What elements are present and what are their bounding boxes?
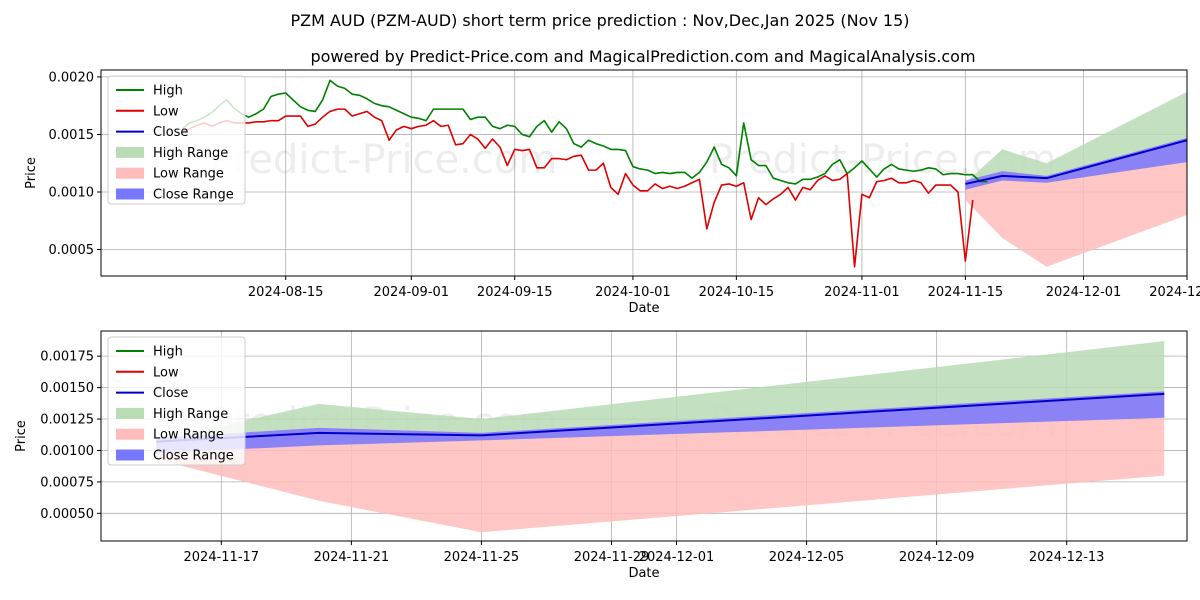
p2-x-tick-label: 2024-11-21 xyxy=(314,550,390,565)
p1-y-axis-label: Price xyxy=(24,157,39,189)
p2-x-tick-label: 2024-12-05 xyxy=(769,550,845,565)
p2-x-tick-label: 2024-11-29 xyxy=(574,550,650,565)
bottom-panel: Predict-Price.comPredict-Price.com2024-1… xyxy=(14,330,1188,581)
p2-legend-label-5: Low Range xyxy=(153,428,224,443)
p2-x-tick-label: 2024-11-17 xyxy=(184,550,260,565)
chart-title: PZM AUD (PZM-AUD) short term price predi… xyxy=(290,11,909,30)
p1-plot-area xyxy=(181,79,1187,268)
p1-legend-label-5: Low Range xyxy=(153,167,224,182)
p2-plot-area xyxy=(156,341,1165,533)
p2-x-tick-label: 2024-12-13 xyxy=(1029,550,1105,565)
p1-legend-label-4: High Range xyxy=(153,146,228,161)
p1-x-tick-label: 2024-11-15 xyxy=(928,285,1004,300)
p1-legend-label-3: Close xyxy=(153,125,188,140)
p2-legend-label-6: Close Range xyxy=(153,449,234,464)
p1-legend-label-2: Low xyxy=(153,104,179,119)
p1-legend-swatch-5 xyxy=(116,167,144,179)
p1-y-tick-label: 0.0005 xyxy=(49,243,95,258)
p1-axes-frame xyxy=(100,69,1188,277)
p2-close-range-area xyxy=(156,391,1165,453)
p1-x-tick-label: 2024-12-01 xyxy=(1046,285,1122,300)
p2-legend-swatch-6 xyxy=(116,449,144,461)
p1-legend-label-1: High xyxy=(153,84,183,99)
p1-x-tick-label: 2024-09-01 xyxy=(374,285,450,300)
p1-x-tick-label: 2024-11-01 xyxy=(824,285,900,300)
p2-y-tick-label: 0.00125 xyxy=(40,413,94,428)
top-panel: Predict-Price.com Predict-Price.com2024-0… xyxy=(24,69,1200,316)
p2-x-tick-label: 2024-11-25 xyxy=(444,550,520,565)
p1-legend-label-6: Close Range xyxy=(153,188,234,203)
p2-y-tick-label: 0.00050 xyxy=(40,507,94,522)
p2-legend-swatch-5 xyxy=(116,428,144,440)
p1-x-tick-label: 2024-09-15 xyxy=(477,285,553,300)
p1-x-tick-label: 2024-08-15 xyxy=(248,285,324,300)
p2-x-axis-label: Date xyxy=(628,566,659,581)
chart-subtitle: powered by Predict-Price.com and Magical… xyxy=(310,47,975,66)
p1-y-tick-label: 0.0020 xyxy=(49,70,95,85)
p1-close-series-line xyxy=(965,139,1187,185)
p1-legend-swatch-4 xyxy=(116,146,144,158)
p2-x-tick-label: 2024-12-01 xyxy=(639,550,715,565)
p2-legend-swatch-4 xyxy=(116,407,144,419)
p2-y-tick-label: 0.00150 xyxy=(40,381,94,396)
p2-low-range-area xyxy=(156,391,1165,533)
p2-legend-label-4: High Range xyxy=(153,407,228,422)
p2-y-axis-label: Price xyxy=(14,420,29,452)
p1-low-series-line xyxy=(181,108,974,268)
p1-x-tick-label: 2024-12-15 xyxy=(1149,285,1200,300)
p2-y-tick-label: 0.00100 xyxy=(40,444,94,459)
p1-y-tick-label: 0.0015 xyxy=(49,128,95,143)
p1-y-tick-label: 0.0010 xyxy=(49,185,95,200)
p2-legend-label-3: Close xyxy=(153,386,188,401)
p1-high-series-line xyxy=(181,79,988,185)
p1-watermark: Predict-Price.com xyxy=(209,137,557,183)
p1-legend-swatch-6 xyxy=(116,188,144,200)
p2-legend-label-2: Low xyxy=(153,365,179,380)
p2-x-tick-label: 2024-12-09 xyxy=(899,550,975,565)
p2-y-tick-label: 0.00175 xyxy=(40,350,94,365)
p1-x-axis-label: Date xyxy=(628,301,659,316)
p2-y-tick-label: 0.00075 xyxy=(40,475,94,490)
p1-x-tick-label: 2024-10-01 xyxy=(595,285,671,300)
p2-legend-label-1: High xyxy=(153,345,183,360)
p2-axes-frame xyxy=(100,330,1188,542)
p1-x-tick-label: 2024-10-15 xyxy=(699,285,775,300)
